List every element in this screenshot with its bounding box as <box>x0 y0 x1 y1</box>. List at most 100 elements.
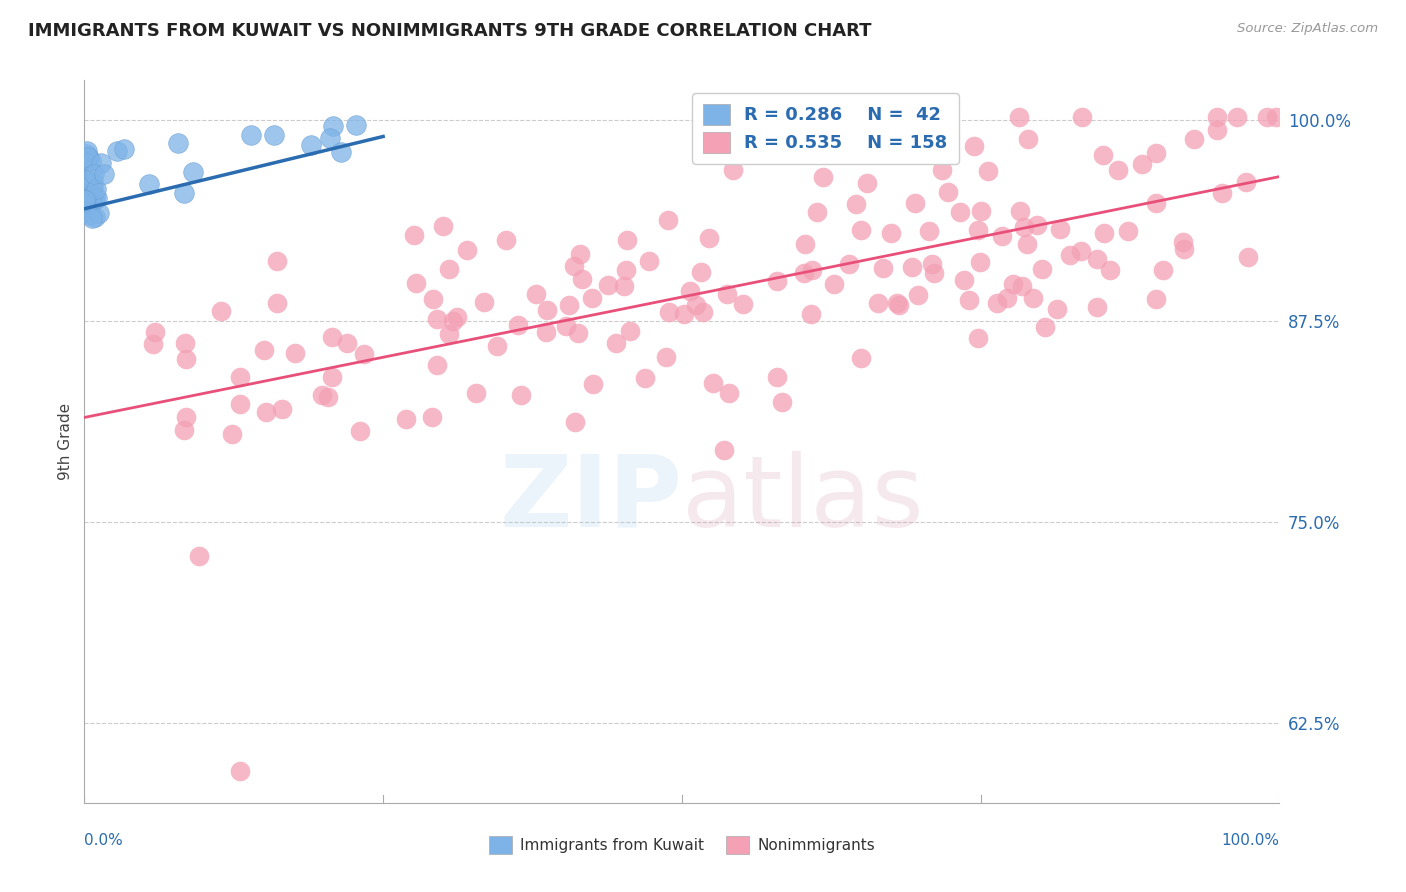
Point <box>239 128 262 143</box>
Point <box>266 295 288 310</box>
Point <box>837 257 859 271</box>
Point <box>402 228 425 243</box>
Text: 100.0%: 100.0% <box>1222 833 1279 848</box>
Point <box>1017 237 1039 252</box>
Point <box>1011 278 1033 293</box>
Point <box>770 394 793 409</box>
Point <box>872 261 894 276</box>
Point <box>432 219 454 234</box>
Point <box>82 188 104 202</box>
Point <box>456 243 478 257</box>
Point <box>1234 175 1257 189</box>
Point <box>931 162 953 177</box>
Point <box>82 180 104 194</box>
Point <box>353 347 375 361</box>
Point <box>75 173 97 187</box>
Point <box>1205 110 1227 124</box>
Point <box>904 196 927 211</box>
Legend: Immigrants from Kuwait, Nonimmigrants: Immigrants from Kuwait, Nonimmigrants <box>482 830 882 860</box>
Point <box>86 182 108 196</box>
Point <box>571 272 593 286</box>
Point <box>1107 163 1129 178</box>
Point <box>766 370 789 384</box>
Point <box>75 172 97 186</box>
Point <box>800 307 823 321</box>
Point <box>422 292 444 306</box>
Point <box>80 195 103 210</box>
Point <box>806 204 828 219</box>
Point <box>80 154 103 169</box>
Point <box>1206 122 1229 136</box>
Point <box>1116 224 1139 238</box>
Point <box>73 188 96 202</box>
Point <box>1092 148 1115 162</box>
Point <box>921 257 943 271</box>
Point <box>336 335 359 350</box>
Point <box>426 311 449 326</box>
Point <box>823 277 845 291</box>
Point <box>970 204 993 219</box>
Point <box>717 386 740 401</box>
Point <box>1130 156 1153 170</box>
Point <box>311 388 333 402</box>
Point <box>395 412 418 426</box>
Point <box>426 359 449 373</box>
Point <box>1171 235 1194 249</box>
Point <box>957 293 980 308</box>
Point <box>555 319 578 334</box>
Point <box>105 144 128 158</box>
Point <box>173 336 195 351</box>
Point <box>73 204 96 219</box>
Point <box>690 265 713 279</box>
Text: atlas: atlas <box>682 450 924 548</box>
Point <box>557 298 579 312</box>
Point <box>613 279 636 293</box>
Point <box>1144 145 1167 160</box>
Point <box>713 443 735 458</box>
Point <box>321 369 343 384</box>
Point <box>174 409 197 424</box>
Point <box>953 273 976 287</box>
Point <box>1226 110 1249 124</box>
Point <box>1237 250 1260 264</box>
Point <box>138 177 160 191</box>
Point <box>77 186 100 201</box>
Point <box>976 164 998 178</box>
Point <box>966 222 988 236</box>
Point <box>1070 110 1092 124</box>
Point <box>536 303 558 318</box>
Point <box>319 131 342 145</box>
Point <box>1264 110 1286 124</box>
Point <box>616 234 638 248</box>
Point <box>229 369 252 384</box>
Point <box>495 233 517 247</box>
Point <box>567 326 589 340</box>
Point <box>657 213 679 227</box>
Point <box>731 297 754 311</box>
Point <box>344 118 367 132</box>
Point <box>228 396 250 410</box>
Point <box>1031 261 1053 276</box>
Point <box>299 137 322 152</box>
Point <box>679 284 702 298</box>
Point <box>1098 263 1121 277</box>
Point <box>253 343 276 357</box>
Point <box>901 260 924 274</box>
Point <box>880 226 903 240</box>
Point <box>855 177 877 191</box>
Point <box>87 206 110 220</box>
Point <box>672 307 695 321</box>
Text: Source: ZipAtlas.com: Source: ZipAtlas.com <box>1237 22 1378 36</box>
Point <box>1046 301 1069 316</box>
Point <box>949 205 972 219</box>
Point <box>187 549 209 563</box>
Point <box>1008 204 1031 219</box>
Point <box>405 276 427 290</box>
Point <box>266 254 288 268</box>
Point <box>654 351 676 365</box>
Point <box>75 156 97 170</box>
Point <box>439 327 461 342</box>
Point <box>485 339 508 353</box>
Point <box>699 230 721 244</box>
Point <box>918 224 941 238</box>
